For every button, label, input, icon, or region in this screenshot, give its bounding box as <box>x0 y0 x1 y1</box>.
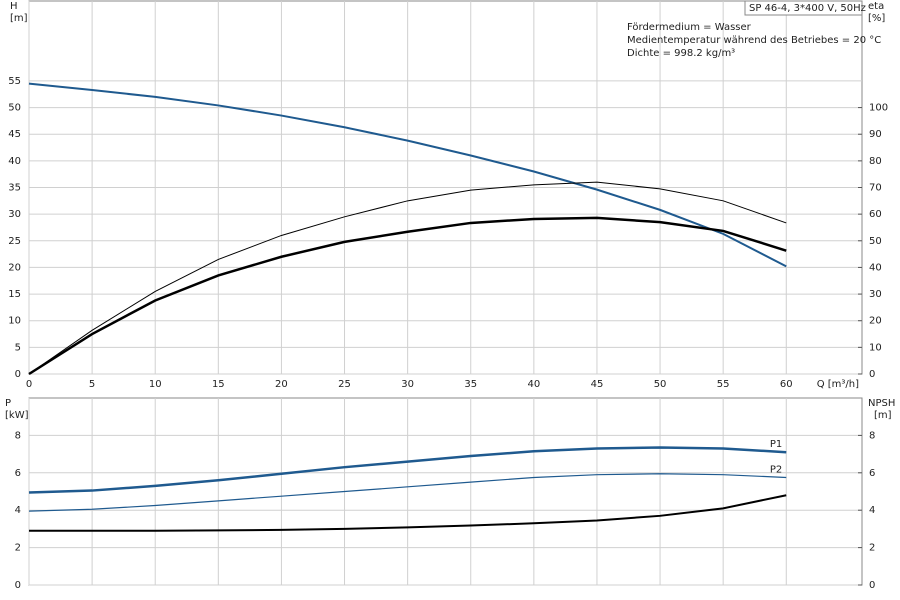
x-tick-label: 20 <box>275 379 288 390</box>
y-tick-label: 55 <box>8 76 21 87</box>
y2-axis-label: eta <box>868 1 884 12</box>
y2-tick-label: 4 <box>869 505 875 516</box>
y-tick-label: 0 <box>15 580 21 591</box>
y2-tick-label: 50 <box>869 236 882 247</box>
y-tick-label: 45 <box>8 129 21 140</box>
y-axis-label: P <box>5 398 11 409</box>
y-tick-label: 50 <box>8 103 21 114</box>
y2-tick-label: 2 <box>869 543 875 554</box>
curve <box>29 494 787 532</box>
x-tick-label: 15 <box>212 379 225 390</box>
y-tick-label: 10 <box>8 316 21 327</box>
y2-tick-label: 0 <box>869 580 875 591</box>
y2-tick-label: 40 <box>869 262 882 273</box>
y-axis-label: H <box>10 1 18 12</box>
y-axis-label: [kW] <box>5 410 29 421</box>
y-tick-label: 0 <box>15 369 21 380</box>
x-axis-label: Q [m³/h] <box>817 379 859 390</box>
y2-tick-label: 20 <box>869 316 882 327</box>
x-tick-label: 35 <box>464 379 477 390</box>
annotation: Medientemperatur während des Betriebes =… <box>627 35 881 46</box>
y2-tick-label: 30 <box>869 289 882 300</box>
curve <box>28 181 787 375</box>
curve <box>28 446 787 494</box>
y2-tick-label: 8 <box>869 430 875 441</box>
plot-area <box>28 397 863 586</box>
y-tick-label: 20 <box>8 262 21 273</box>
x-tick-label: 0 <box>26 379 32 390</box>
y2-axis-label: [m] <box>874 410 892 421</box>
curve <box>28 82 787 268</box>
annotation: Dichte = 998.2 kg/m³ <box>627 48 735 59</box>
series-label: P1 <box>770 439 782 450</box>
curve <box>28 473 787 512</box>
x-tick-label: 50 <box>654 379 667 390</box>
chart-title: SP 46-4, 3*400 V, 50Hz <box>749 3 866 14</box>
y2-axis-label: [%] <box>868 13 885 24</box>
series-label: P2 <box>770 464 782 475</box>
curve <box>28 216 787 376</box>
y-tick-label: 5 <box>15 342 21 353</box>
x-tick-label: 60 <box>780 379 793 390</box>
y2-tick-label: 70 <box>869 183 882 194</box>
x-tick-label: 10 <box>149 379 162 390</box>
y2-tick-label: 90 <box>869 129 882 140</box>
y2-tick-label: 100 <box>869 103 888 114</box>
x-tick-label: 25 <box>338 379 351 390</box>
y-tick-label: 2 <box>15 543 21 554</box>
y-tick-label: 25 <box>8 236 21 247</box>
y2-tick-label: 0 <box>869 369 875 380</box>
y-tick-label: 4 <box>15 505 21 516</box>
x-tick-label: 55 <box>717 379 730 390</box>
y-tick-label: 35 <box>8 183 21 194</box>
y2-tick-label: 10 <box>869 342 882 353</box>
y-axis-label: [m] <box>10 13 28 24</box>
y2-tick-label: 6 <box>869 468 875 479</box>
y-tick-label: 6 <box>15 468 21 479</box>
y2-tick-label: 80 <box>869 156 882 167</box>
title-box <box>744 0 863 16</box>
x-tick-label: 5 <box>89 379 95 390</box>
y-tick-label: 30 <box>8 209 21 220</box>
y-tick-label: 15 <box>8 289 21 300</box>
annotation: Fördermedium = Wasser <box>627 22 752 33</box>
y2-tick-label: 60 <box>869 209 882 220</box>
x-tick-label: 30 <box>401 379 414 390</box>
x-tick-label: 45 <box>591 379 604 390</box>
y-tick-label: 40 <box>8 156 21 167</box>
y-tick-label: 8 <box>15 430 21 441</box>
y2-axis-label: NPSH <box>868 398 895 409</box>
x-tick-label: 40 <box>527 379 540 390</box>
